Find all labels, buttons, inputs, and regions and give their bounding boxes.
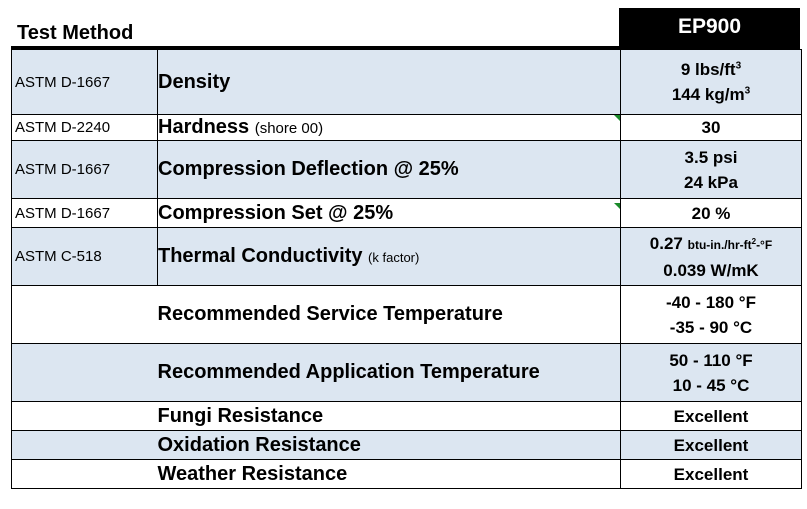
value-cell: Excellent [620, 430, 802, 460]
value-cell: 30 [620, 114, 802, 141]
test-method-cell [11, 430, 158, 460]
test-method-cell [11, 459, 158, 489]
value-cell: 20 % [620, 198, 802, 228]
property-name: Oxidation Resistance [157, 433, 361, 456]
value-unit-text: -°F [756, 237, 773, 252]
value-superscript: 3 [744, 85, 751, 97]
property-cell: Compression Set @ 25% [157, 198, 621, 228]
property-cell: Recommended Application Temperature [157, 343, 621, 402]
value-line: 10 - 45 °C [672, 375, 750, 395]
value-line: 50 - 110 °F [669, 350, 753, 370]
value-line: 144 kg/m3 [621, 82, 801, 107]
property-cell: Density [157, 49, 621, 115]
value-line: 9 lbs/ft3 [621, 57, 801, 82]
property-cell: Recommended Service Temperature [157, 285, 621, 344]
value-unit-text: btu-in./hr-ft [687, 237, 752, 252]
property-name: Density [158, 70, 231, 93]
table-row: ASTM D-1667 Compression Set @ 25% 20 % [11, 198, 802, 228]
test-method-cell [11, 401, 158, 431]
table-row: ASTM C-518 Thermal Conductivity (k facto… [11, 227, 802, 286]
property-cell: Compression Deflection @ 25% [157, 140, 621, 199]
value-line: -40 - 180 °F [666, 292, 756, 312]
product-header: EP900 [619, 8, 800, 49]
table-row: Weather Resistance Excellent [11, 459, 802, 489]
test-method-cell: ASTM D-1667 [11, 49, 158, 115]
comment-marker-icon [614, 115, 620, 121]
value-cell: 3.5 psi 24 kPa [620, 140, 802, 199]
table-row: ASTM D-2240 Hardness (shore 00) 30 [11, 114, 802, 141]
property-name: Compression Set @ 25% [158, 201, 394, 224]
comment-marker-icon [614, 203, 620, 209]
value-line: 0.039 W/mK [663, 260, 759, 280]
property-name: Recommended Service Temperature [157, 303, 503, 325]
value-superscript: 3 [735, 60, 742, 72]
value-cell: 50 - 110 °F 10 - 45 °C [620, 343, 802, 402]
property-name: Hardness [158, 116, 250, 138]
property-qualifier: (k factor) [368, 250, 420, 265]
value-cell: Excellent [620, 401, 802, 431]
value-line: 24 kPa [684, 172, 738, 192]
value-text: 0.27 [649, 233, 683, 253]
test-method-label: Test Method [17, 22, 134, 44]
property-name: Weather Resistance [157, 462, 348, 485]
value-line: 0.27 btu-in./hr-ft2-°F [621, 231, 801, 258]
table-row: ASTM D-1667 Compression Deflection @ 25%… [11, 140, 802, 199]
test-method-cell: ASTM D-1667 [11, 198, 158, 228]
value-unit: btu-in./hr-ft2-°F [687, 236, 773, 252]
test-method-cell: ASTM C-518 [11, 227, 158, 286]
property-name: Compression Deflection @ 25% [158, 158, 459, 180]
value-cell: 0.27 btu-in./hr-ft2-°F 0.039 W/mK [620, 227, 802, 286]
test-method-cell [11, 285, 158, 344]
property-cell: Hardness (shore 00) [157, 114, 621, 141]
table-row: Fungi Resistance Excellent [11, 401, 802, 431]
value-cell: 9 lbs/ft3 144 kg/m3 [620, 49, 802, 115]
property-name: Thermal Conductivity [158, 245, 363, 267]
value-line: 3.5 psi [684, 147, 738, 167]
test-method-cell: ASTM D-1667 [11, 140, 158, 199]
value-superscript: 2 [751, 236, 757, 246]
value-text: 9 lbs/ft [680, 60, 736, 79]
table-row: Recommended Service Temperature -40 - 18… [11, 285, 802, 344]
table-row: ASTM D-1667 Density 9 lbs/ft3 144 kg/m3 [11, 49, 802, 115]
value-line: -35 - 90 °C [669, 317, 753, 337]
value-cell: Excellent [620, 459, 802, 489]
property-cell: Weather Resistance [157, 459, 621, 489]
property-name: Recommended Application Temperature [157, 361, 540, 383]
test-method-header: Test Method [11, 20, 619, 49]
value-cell: -40 - 180 °F -35 - 90 °C [620, 285, 802, 344]
test-method-cell [11, 343, 158, 402]
property-qualifier: (shore 00) [254, 120, 324, 137]
test-method-cell: ASTM D-2240 [11, 114, 158, 141]
property-cell: Thermal Conductivity (k factor) [157, 227, 621, 286]
table-row: Oxidation Resistance Excellent [11, 430, 802, 460]
property-cell: Fungi Resistance [157, 401, 621, 431]
value-text: 144 kg/m [671, 85, 745, 104]
spec-table: ASTM D-1667 Density 9 lbs/ft3 144 kg/m3 … [11, 49, 802, 489]
property-name: Fungi Resistance [157, 404, 324, 427]
property-cell: Oxidation Resistance [157, 430, 621, 460]
table-row: Recommended Application Temperature 50 -… [11, 343, 802, 402]
